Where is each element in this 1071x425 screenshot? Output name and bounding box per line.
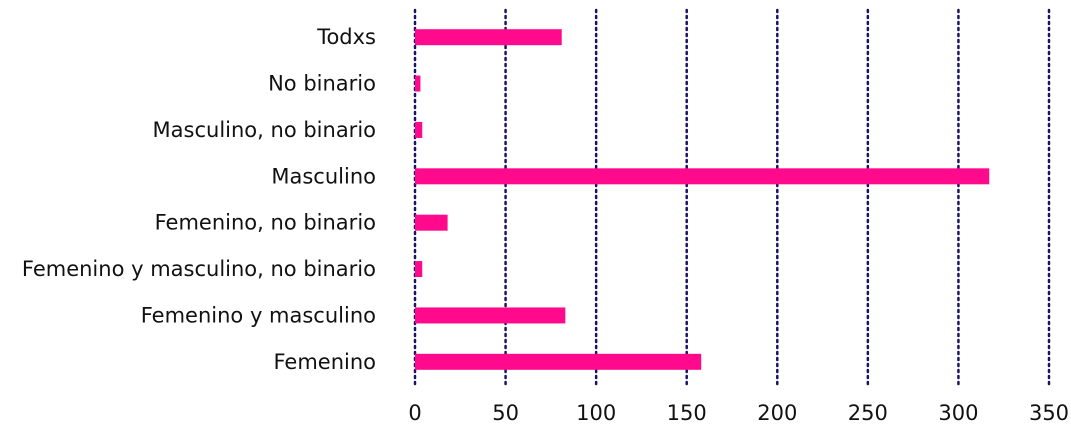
x-tick-label: 200	[757, 401, 797, 425]
x-tick-label: 250	[848, 401, 888, 425]
x-tick-label: 150	[667, 401, 707, 425]
category-label: Masculino, no binario	[153, 118, 376, 142]
category-label: Masculino	[271, 164, 376, 188]
x-tick-label: 350	[1029, 401, 1069, 425]
bar	[415, 261, 423, 278]
bar	[415, 353, 702, 370]
x-tick-label: 300	[938, 401, 978, 425]
category-label: Femenino y masculino, no binario	[22, 257, 376, 281]
x-axis-tick-labels: 0 50 100 150 200 250 300 350	[408, 401, 1069, 425]
category-label: Femenino y masculino	[141, 303, 376, 327]
category-label: Femenino	[273, 350, 376, 374]
x-tick-label: 0	[408, 401, 421, 425]
bar	[415, 29, 562, 46]
bar	[415, 121, 423, 138]
category-label: Femenino, no binario	[155, 211, 376, 235]
bar	[415, 75, 421, 92]
bar	[415, 168, 990, 185]
category-label: Todxs	[316, 25, 376, 49]
bar	[415, 214, 448, 231]
bars	[415, 29, 990, 370]
x-tick-label: 100	[576, 401, 616, 425]
category-label: No binario	[268, 72, 376, 96]
grid-lines	[413, 8, 1051, 390]
bar	[415, 307, 566, 324]
category-labels: Todxs No binario Masculino, no binario Masc…	[22, 25, 376, 374]
x-tick-label: 50	[492, 401, 519, 425]
